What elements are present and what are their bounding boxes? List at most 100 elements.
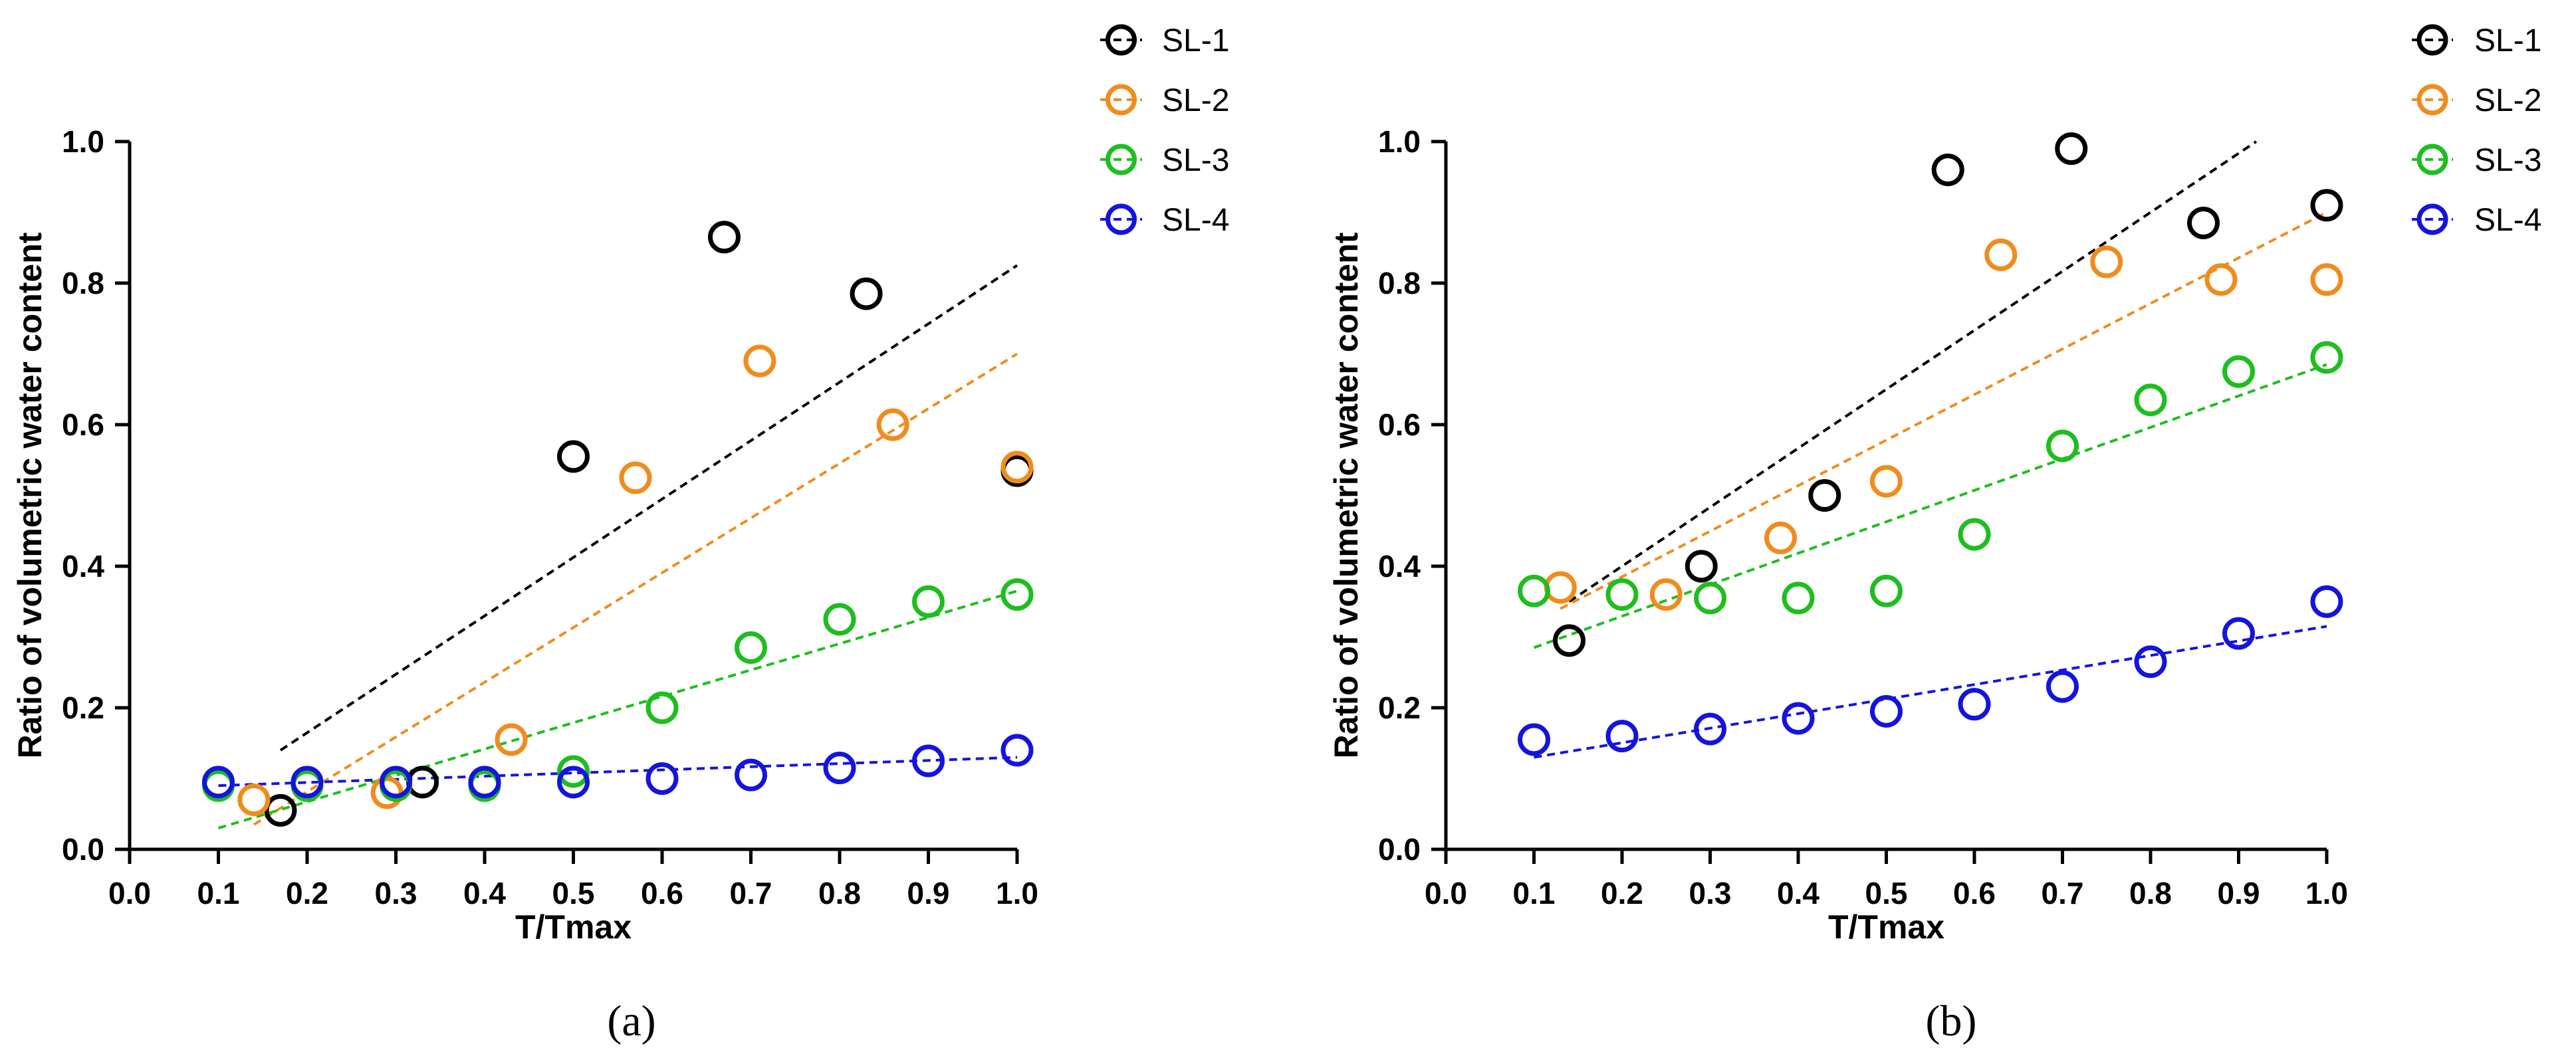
data-point-sl-4-b — [2046, 670, 2079, 703]
data-point-sl-4-b — [1782, 702, 1815, 735]
data-point-sl-4-b — [1518, 723, 1550, 756]
data-point-sl-3-a — [912, 585, 945, 618]
x-tick-label-b: 0.1 — [1513, 876, 1556, 910]
data-point-sl-1-b — [1808, 479, 1841, 512]
data-point-sl-3-b — [1870, 574, 1903, 607]
data-point-sl-2-a — [619, 461, 652, 494]
x-tick-label-a: 0.9 — [907, 876, 950, 910]
data-point-sl-2-b — [2204, 263, 2238, 296]
legend-marker-sl-3-b — [2416, 144, 2448, 175]
legend-marker-sl-1-b — [2416, 24, 2448, 56]
trendline-sl-2-a — [253, 352, 1018, 826]
legend-label-sl-4-a: SL-4 — [1162, 203, 1229, 238]
data-point-sl-1-b — [2055, 132, 2088, 165]
legend-label-sl-3-b: SL-3 — [2474, 143, 2541, 178]
x-tick-label-b: 0.5 — [1865, 876, 1908, 910]
y-tick-label-b: 0.2 — [1378, 690, 1421, 725]
y-tick-label-a: 0.0 — [62, 832, 104, 867]
data-point-sl-3-b — [1694, 581, 1726, 615]
x-tick-label-a: 0.0 — [108, 876, 151, 910]
x-tick-label-a: 1.0 — [996, 876, 1038, 910]
legend-marker-sl-4-a — [1106, 203, 1137, 235]
data-point-sl-3-a — [557, 755, 590, 788]
data-point-sl-3-a — [735, 631, 767, 664]
y-axis-title-b: Ratio of volumetric water content — [1328, 232, 1365, 758]
data-point-sl-3-b — [2134, 383, 2167, 417]
y-tick-label-a: 0.6 — [62, 407, 104, 442]
y-tick-label-a: 0.4 — [62, 549, 104, 583]
data-point-sl-4-a — [468, 766, 501, 799]
data-point-sl-4-a — [823, 752, 856, 785]
data-point-sl-1-a — [264, 793, 297, 827]
x-tick-label-a: 0.6 — [641, 876, 683, 910]
x-tick-label-b: 0.9 — [2218, 876, 2260, 910]
data-point-sl-4-b — [1958, 688, 1991, 721]
data-point-sl-2-b — [2310, 263, 2343, 296]
x-tick-label-b: 1.0 — [2305, 876, 2348, 910]
x-tick-label-a: 0.3 — [375, 876, 417, 910]
data-point-sl-4-a — [1000, 734, 1034, 767]
legend-label-sl-4-b: SL-4 — [2474, 203, 2541, 238]
x-tick-label-a: 0.2 — [286, 876, 328, 910]
legend-marker-sl-2-a — [1106, 84, 1137, 116]
x-tick-label-b: 0.2 — [1601, 876, 1643, 910]
data-point-sl-4-b — [2310, 585, 2343, 618]
data-point-sl-2-a — [495, 723, 528, 756]
y-axis-title-a: Ratio of volumetric water content — [11, 232, 49, 758]
trendline-sl-4-a — [218, 756, 1018, 788]
data-point-sl-3-b — [1782, 581, 1815, 615]
data-point-sl-2-a — [1000, 451, 1034, 484]
y-tick-label-b: 1.0 — [1378, 124, 1421, 159]
chart-panel-b: 0.0 0.1 0.2 0.3 0.4 0.5 0.6 0.7 0.8 0.9 1.0 0.0 0.2 0… — [1328, 23, 2541, 1045]
data-point-sl-3-a — [645, 691, 679, 724]
legend-marker-sl-2-b — [2416, 84, 2448, 116]
chart-panel-a: 0.0 0.1 0.2 0.3 0.4 0.5 0.6 0.7 0.8 0.9 1.0 0.0 0.2 0… — [11, 23, 1229, 1045]
data-point-sl-2-a — [237, 783, 271, 816]
y-tick-label-a: 1.0 — [62, 124, 104, 159]
data-point-sl-3-a — [823, 603, 856, 636]
x-tick-label-b: 0.3 — [1689, 876, 1732, 910]
data-point-sl-2-a — [876, 408, 909, 441]
data-point-sl-3-b — [2046, 429, 2079, 463]
legend-marker-sl-4-b — [2416, 203, 2448, 235]
data-point-sl-1-b — [2310, 189, 2343, 222]
data-point-sl-2-b — [1544, 571, 1577, 604]
legend-entry-sl-1-a: SL-1 — [1100, 23, 1229, 58]
data-point-sl-2-a — [743, 344, 776, 377]
legend-marker-sl-1-a — [1106, 24, 1137, 56]
data-point-sl-1-a — [557, 440, 590, 473]
x-tick-label-a: 0.1 — [197, 876, 240, 910]
x-tick-label-a: 0.5 — [552, 876, 595, 910]
trendline-sl-3-b — [1533, 363, 2327, 649]
data-point-sl-3-b — [2222, 355, 2255, 388]
data-point-sl-4-a — [912, 744, 945, 778]
data-point-sl-2-b — [1649, 578, 1683, 611]
legend-label-sl-1-a: SL-1 — [1162, 23, 1229, 58]
panel-label-a: (a) — [607, 997, 655, 1045]
data-point-sl-3-b — [1605, 578, 1639, 611]
y-tick-label-b: 0.8 — [1378, 266, 1421, 300]
legend-entry-sl-2-a: SL-2 — [1100, 83, 1229, 118]
data-point-sl-4-b — [2134, 645, 2167, 679]
legend-label-sl-3-a: SL-3 — [1162, 143, 1229, 178]
trendline-sl-1-a — [279, 264, 1018, 752]
x-tick-label-b: 0.8 — [2129, 876, 2172, 910]
x-axis-title-a: T/Tmax — [515, 908, 632, 946]
legend-entry-sl-2-b: SL-2 — [2412, 83, 2541, 118]
y-tick-label-a: 0.2 — [62, 690, 104, 725]
legend-marker-sl-3-a — [1106, 144, 1137, 175]
data-point-sl-4-a — [557, 766, 590, 799]
x-tick-label-b: 0.4 — [1777, 876, 1819, 910]
x-tick-label-a: 0.7 — [730, 876, 772, 910]
legend-label-sl-1-b: SL-1 — [2474, 23, 2541, 58]
data-point-sl-1-b — [1685, 550, 1718, 583]
y-tick-label-b: 0.0 — [1378, 832, 1421, 867]
legend-entry-sl-3-a: SL-3 — [1100, 143, 1229, 178]
legend-entry-sl-3-b: SL-3 — [2412, 143, 2541, 178]
data-point-sl-4-b — [1694, 712, 1726, 746]
data-point-sl-3-b — [1958, 518, 1991, 551]
data-point-sl-3-b — [1518, 574, 1550, 607]
trendline-sl-3-a — [217, 589, 1018, 829]
data-point-sl-1-a — [707, 221, 741, 254]
panel-label-b: (b) — [1926, 997, 1977, 1045]
